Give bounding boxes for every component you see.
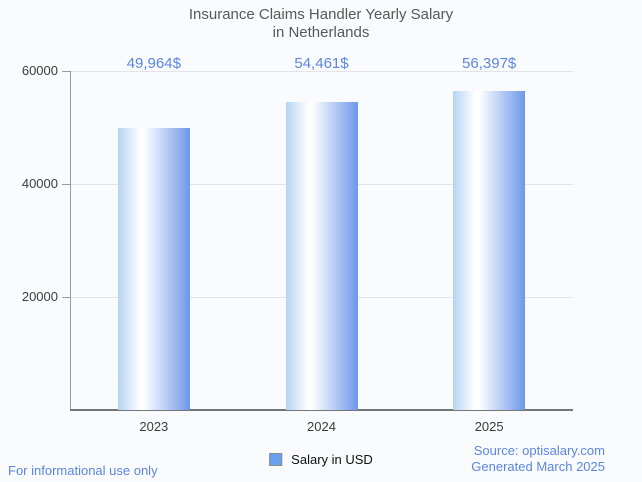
source-line: Source: optisalary.com (473, 443, 605, 458)
x-axis-label: 2025 (474, 419, 504, 434)
chart-title: Insurance Claims Handler Yearly Salary i… (188, 6, 454, 41)
bar-value-label: 54,461$ (294, 55, 349, 72)
bar-2025[interactable] (453, 91, 526, 410)
y-axis-line (70, 71, 71, 410)
generated-line: Generated March 2025 (471, 458, 605, 474)
bar-2023[interactable] (117, 127, 190, 410)
legend: Salary in USD (269, 452, 373, 467)
gridline (70, 71, 573, 72)
y-axis-label: 20000 (21, 289, 58, 304)
y-axis-tick (62, 297, 70, 298)
y-axis-label: 40000 (21, 176, 58, 191)
legend-label: Salary in USD (291, 452, 373, 467)
y-axis-tick (62, 184, 70, 185)
bar-value-label: 49,964$ (126, 55, 181, 72)
disclaimer-text: For informational use only (8, 463, 158, 478)
y-axis-tick (62, 71, 70, 72)
x-axis-line (70, 409, 573, 411)
bar-2024[interactable] (285, 102, 358, 410)
x-axis-label: 2024 (307, 419, 336, 434)
legend-swatch-icon (269, 453, 283, 466)
source-attribution: Source: optisalary.com Generated March 2… (471, 443, 605, 474)
y-axis-label: 60000 (21, 63, 58, 78)
x-axis-label: 2023 (139, 419, 169, 434)
bar-value-label: 56,397$ (462, 55, 517, 72)
